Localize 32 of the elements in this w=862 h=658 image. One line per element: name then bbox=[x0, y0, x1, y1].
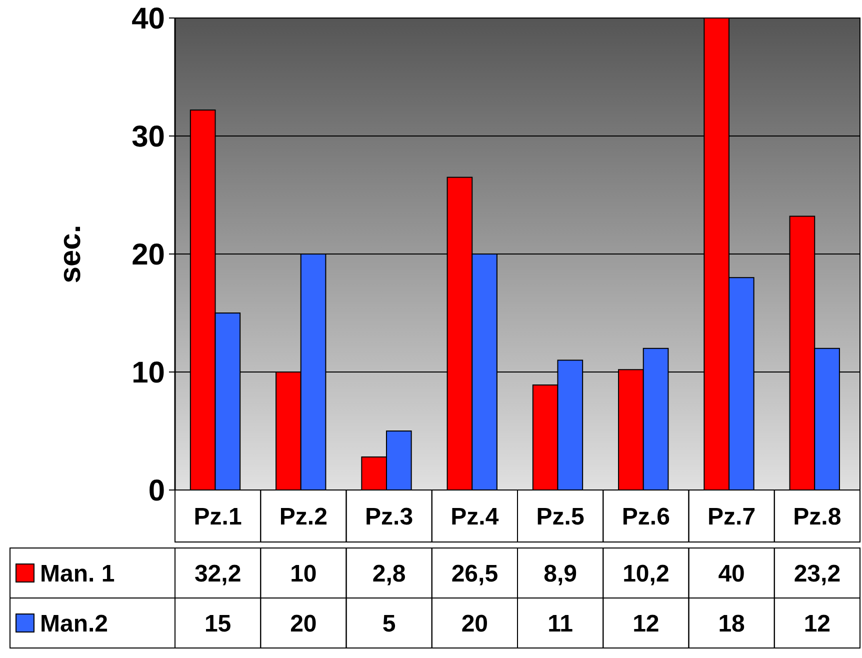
data-label: 10 bbox=[290, 560, 317, 588]
data-label: 12 bbox=[632, 610, 660, 638]
data-label: 20 bbox=[290, 610, 317, 638]
y-tick-label: 10 bbox=[132, 356, 165, 390]
data-label: 5 bbox=[382, 610, 396, 638]
data-label: 32,2 bbox=[194, 560, 242, 588]
data-label: 12 bbox=[804, 610, 831, 638]
x-tick-label: Pz.3 bbox=[365, 503, 414, 530]
data-label: 18 bbox=[718, 610, 745, 638]
data-label: 20 bbox=[461, 610, 488, 638]
x-tick-label: Pz.5 bbox=[536, 503, 584, 530]
x-tick-label: Pz.6 bbox=[622, 503, 670, 530]
y-tick-label: 20 bbox=[132, 238, 165, 272]
data-label: 10,2 bbox=[622, 560, 670, 588]
y-axis-title: sec. bbox=[54, 224, 87, 284]
y-tick-label: 40 bbox=[132, 2, 165, 36]
y-tick-label: 0 bbox=[148, 474, 165, 508]
data-label: 26,5 bbox=[451, 560, 498, 588]
x-tick-label: Pz.4 bbox=[450, 503, 500, 530]
y-tick-label: 30 bbox=[132, 120, 165, 154]
data-label: 23,2 bbox=[794, 560, 841, 588]
data-label: 40 bbox=[718, 560, 745, 588]
x-tick-label: Pz.7 bbox=[708, 503, 756, 530]
data-label: 2,8 bbox=[372, 560, 406, 588]
data-label: 11 bbox=[548, 610, 573, 638]
x-tick-label: Pz.1 bbox=[194, 503, 242, 530]
x-tick-label: Pz.2 bbox=[279, 503, 328, 530]
x-tick-label: Pz.8 bbox=[793, 503, 842, 530]
data-label: 15 bbox=[204, 610, 232, 638]
legend-label: Man.2 bbox=[40, 610, 108, 638]
data-label: 8,9 bbox=[544, 560, 577, 588]
legend-label: Man. 1 bbox=[40, 560, 115, 588]
